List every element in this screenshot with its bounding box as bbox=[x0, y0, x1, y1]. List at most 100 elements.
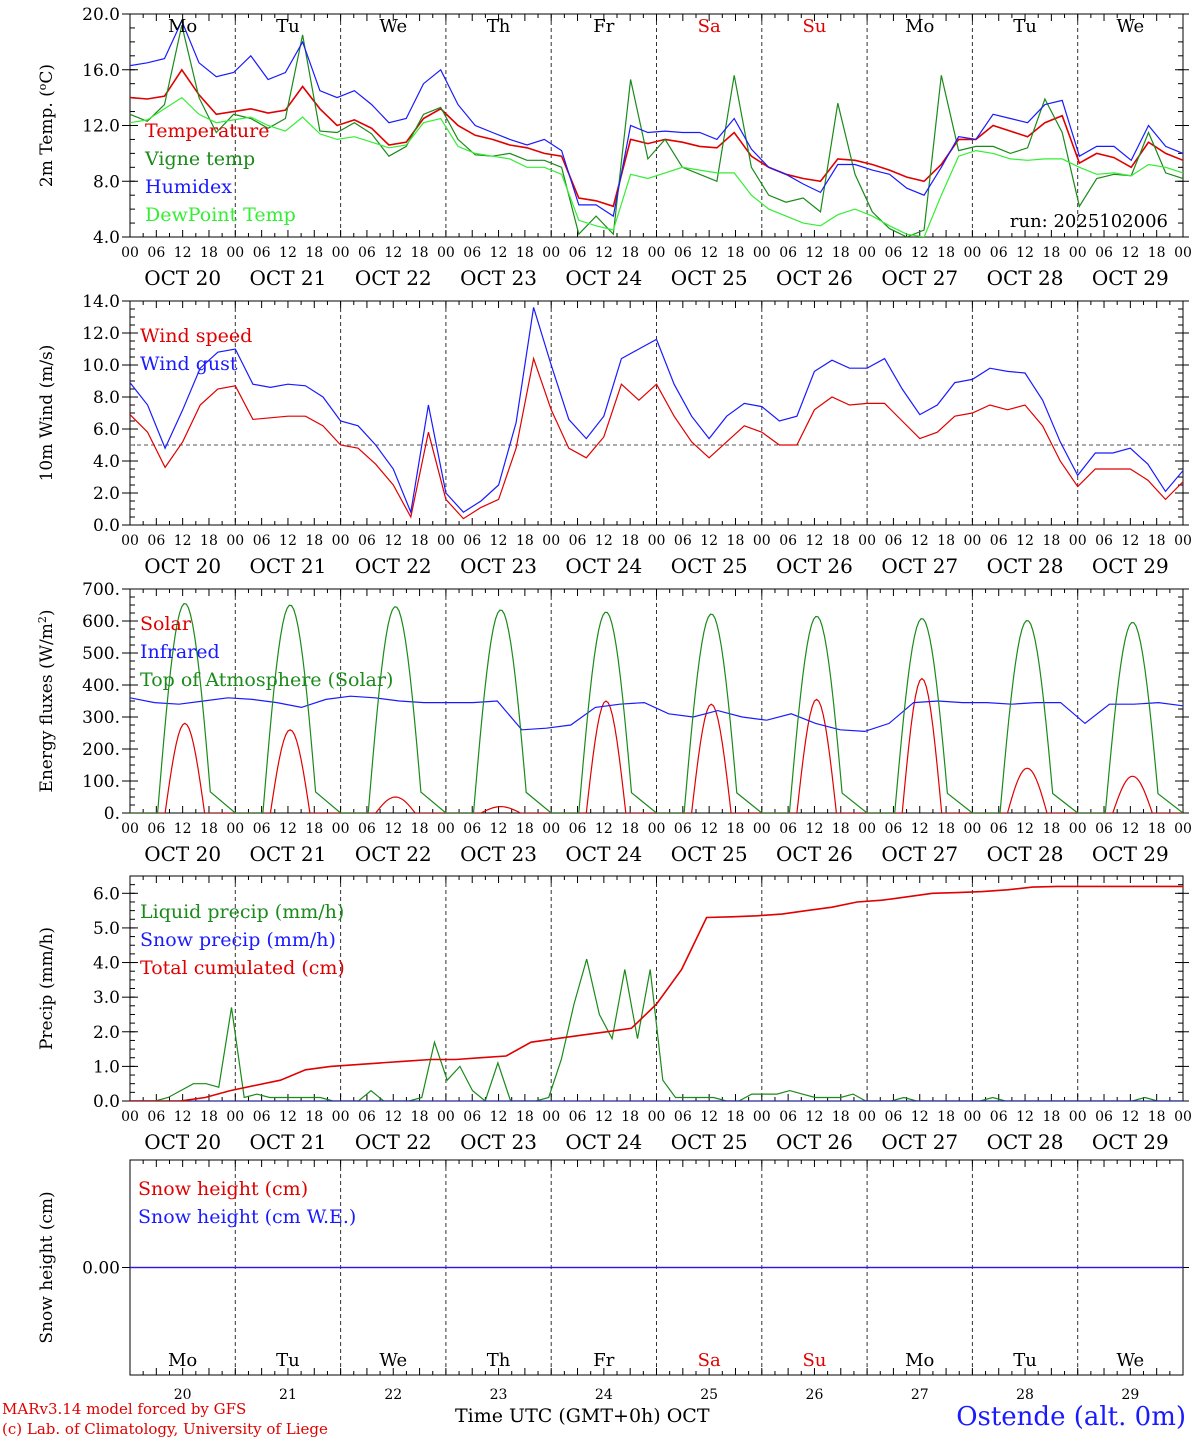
date-label: OCT 28 bbox=[987, 554, 1064, 578]
y-tick-label: 6.0 bbox=[93, 884, 120, 904]
hour-label: 06 bbox=[569, 245, 587, 261]
date-label: OCT 25 bbox=[671, 1130, 748, 1154]
hour-label: 18 bbox=[1042, 245, 1060, 261]
hour-label: 00 bbox=[437, 821, 455, 837]
hour-label: 18 bbox=[832, 533, 850, 549]
date-label: OCT 28 bbox=[987, 842, 1064, 866]
y-tick-label: 5.0 bbox=[93, 919, 120, 939]
hour-label: 00 bbox=[648, 533, 666, 549]
day-label: Tu bbox=[276, 16, 300, 37]
y-tick-label: 400. bbox=[82, 676, 120, 696]
hour-label: 12 bbox=[1016, 1109, 1034, 1125]
hour-label: 12 bbox=[384, 821, 402, 837]
hour-label: 12 bbox=[1121, 1109, 1139, 1125]
hour-label: 06 bbox=[147, 533, 165, 549]
hour-label: 00 bbox=[226, 1109, 244, 1125]
hour-label: 18 bbox=[937, 245, 955, 261]
hour-label: 12 bbox=[595, 821, 613, 837]
hour-label: 18 bbox=[200, 533, 218, 549]
y-tick-label: 2.0 bbox=[93, 1023, 120, 1043]
panel-5: 0.00 Snow height (cm) Snow height (cm) Snow… bbox=[37, 1159, 1189, 1403]
hour-label: 18 bbox=[832, 245, 850, 261]
y-tick-label: 0.00 bbox=[82, 1259, 120, 1279]
y-axis-title: 2m Temp. (oC) bbox=[36, 64, 58, 187]
hour-label: 12 bbox=[174, 1109, 192, 1125]
hour-label: 18 bbox=[621, 821, 639, 837]
hour-label: 18 bbox=[832, 1109, 850, 1125]
hour-label: 00 bbox=[332, 533, 350, 549]
panel-2: 0.0 2.0 4.0 6.0 8.0 10.0 12.0 14.0 10m Wind (m/s… bbox=[37, 292, 1192, 578]
hour-label: 00 bbox=[121, 821, 139, 837]
y-tick-label: 8.0 bbox=[93, 172, 120, 192]
date-label: OCT 20 bbox=[144, 266, 221, 290]
hour-label: 00 bbox=[963, 245, 981, 261]
hour-label: 06 bbox=[569, 533, 587, 549]
hour-label: 18 bbox=[937, 533, 955, 549]
legend-entry: Snow height (cm W.E.) bbox=[138, 1206, 356, 1228]
panel-3: 0. 100. 200. 300. 400. 500. 600. 700. Energy flu… bbox=[36, 580, 1192, 866]
date-label: OCT 27 bbox=[881, 266, 958, 290]
hour-label: 06 bbox=[779, 1109, 797, 1125]
hour-label: 18 bbox=[727, 533, 745, 549]
hour-label: 18 bbox=[1148, 533, 1166, 549]
day-number: 24 bbox=[595, 1387, 613, 1403]
hour-label: 00 bbox=[437, 245, 455, 261]
hour-label: 00 bbox=[437, 533, 455, 549]
date-label: OCT 29 bbox=[1092, 266, 1169, 290]
hour-label: 06 bbox=[358, 821, 376, 837]
hour-label: 06 bbox=[990, 533, 1008, 549]
day-label: Mo bbox=[905, 1350, 934, 1371]
hour-label: 06 bbox=[674, 821, 692, 837]
legend-entry: Solar bbox=[140, 613, 192, 635]
day-number: 29 bbox=[1121, 1387, 1139, 1403]
hour-label: 18 bbox=[411, 245, 429, 261]
hour-label: 12 bbox=[384, 533, 402, 549]
hour-label: 12 bbox=[911, 533, 929, 549]
y-tick-label: 100. bbox=[82, 772, 120, 792]
y-tick-label: 4.0 bbox=[93, 228, 120, 248]
hour-label: 00 bbox=[963, 821, 981, 837]
legend-entry: Liquid precip (mm/h) bbox=[140, 901, 344, 923]
hour-label: 00 bbox=[1174, 1109, 1192, 1125]
hour-label: 18 bbox=[305, 1109, 323, 1125]
hour-label: 00 bbox=[648, 821, 666, 837]
day-number: 23 bbox=[490, 1387, 508, 1403]
legend-entry: Infrared bbox=[140, 641, 220, 663]
hour-label: 06 bbox=[990, 1109, 1008, 1125]
legend-entry: DewPoint Temp bbox=[145, 204, 296, 226]
series-line-liquid-precip-mm-h- bbox=[130, 958, 1183, 1101]
hour-label: 00 bbox=[858, 1109, 876, 1125]
hour-label: 18 bbox=[411, 533, 429, 549]
hour-label: 18 bbox=[516, 245, 534, 261]
date-label: OCT 29 bbox=[1092, 1130, 1169, 1154]
series-line-wind-speed bbox=[130, 356, 1183, 520]
hour-label: 06 bbox=[1095, 245, 1113, 261]
date-label: OCT 21 bbox=[250, 554, 327, 578]
day-label: Mo bbox=[168, 1350, 197, 1371]
series-line-wind-gust bbox=[130, 307, 1183, 515]
hour-label: 12 bbox=[279, 533, 297, 549]
hour-label: 12 bbox=[1121, 821, 1139, 837]
hour-label: 12 bbox=[806, 533, 824, 549]
hour-label: 18 bbox=[937, 821, 955, 837]
day-label: Fr bbox=[593, 1350, 614, 1371]
hour-label: 06 bbox=[1095, 821, 1113, 837]
series-group bbox=[130, 603, 1183, 813]
day-number: 26 bbox=[806, 1387, 824, 1403]
hour-label: 00 bbox=[437, 1109, 455, 1125]
date-label: OCT 20 bbox=[144, 554, 221, 578]
hour-label: 12 bbox=[700, 1109, 718, 1125]
hour-label: 12 bbox=[806, 1109, 824, 1125]
hour-label: 18 bbox=[832, 821, 850, 837]
date-label: OCT 26 bbox=[776, 266, 853, 290]
hour-label: 12 bbox=[806, 245, 824, 261]
series-line-humidex bbox=[130, 19, 1183, 218]
hour-label: 18 bbox=[1148, 1109, 1166, 1125]
time-axis-title: Time UTC (GMT+0h) OCT bbox=[455, 1405, 710, 1427]
day-label: Su bbox=[802, 1350, 826, 1371]
hour-label: 12 bbox=[279, 1109, 297, 1125]
hour-label: 06 bbox=[147, 821, 165, 837]
date-label: OCT 25 bbox=[671, 842, 748, 866]
y-tick-label: 8.0 bbox=[93, 388, 120, 408]
hour-label: 00 bbox=[1174, 821, 1192, 837]
